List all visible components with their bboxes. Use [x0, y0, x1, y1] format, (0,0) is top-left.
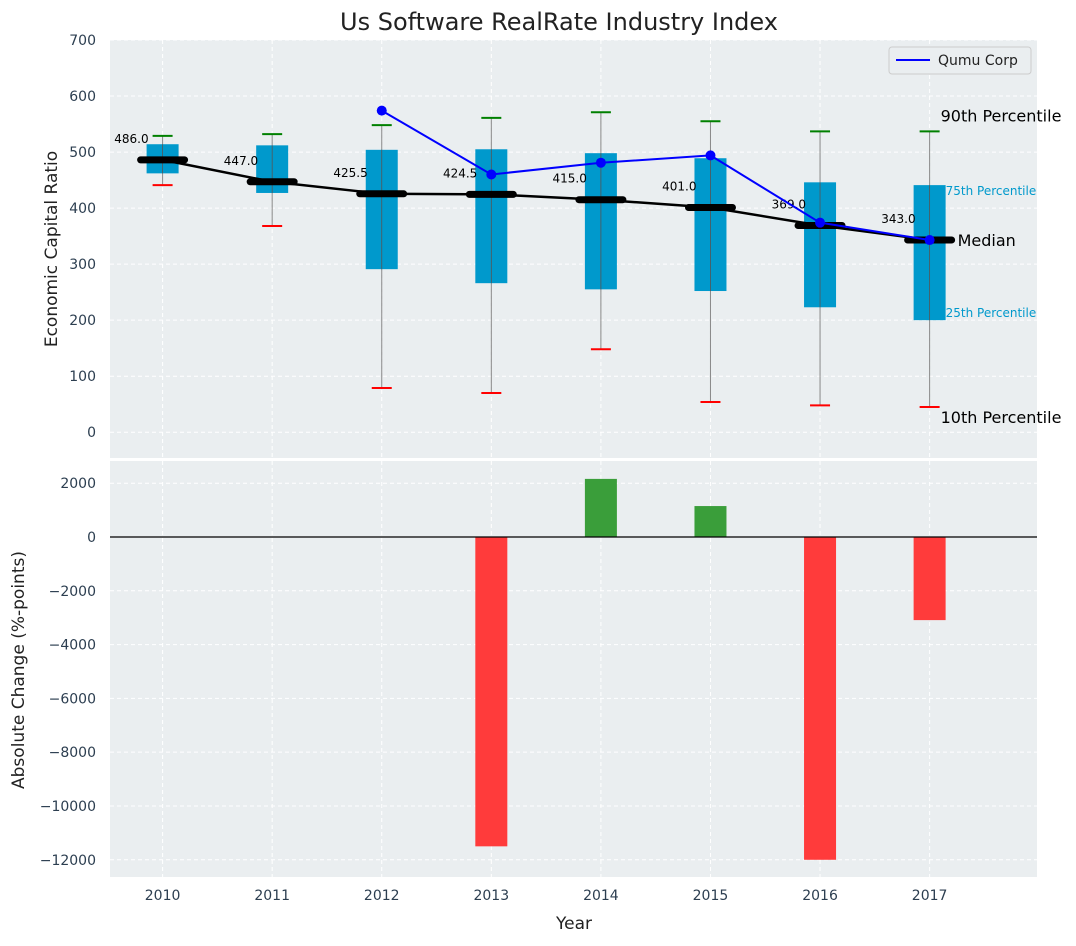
median-label: 415.0 [553, 172, 587, 186]
y-tick-label: −10000 [40, 799, 96, 815]
change-bar [804, 536, 837, 860]
y-tick-label: −6000 [49, 691, 96, 707]
y-tick-label: −12000 [40, 853, 96, 869]
y-tick-label: 0 [87, 425, 96, 441]
x-tick-label: 2015 [693, 888, 729, 904]
top-y-label: Economic Capital Ratio [42, 151, 62, 347]
y-tick-label: 400 [69, 201, 96, 217]
series-point [595, 157, 606, 168]
series-line [381, 109, 930, 242]
legend [888, 46, 1032, 75]
median-label: 424.5 [443, 166, 477, 180]
change-bar [913, 536, 946, 621]
y-tick-label: 700 [69, 33, 96, 49]
x-tick-label: 2017 [912, 888, 948, 904]
y-tick-label: 300 [69, 257, 96, 273]
x-tick-label: 2014 [583, 888, 619, 904]
y-tick-label: −4000 [49, 638, 96, 654]
change-bar [584, 478, 617, 537]
median-label: 486.0 [114, 132, 148, 146]
x-tick-label: 2010 [145, 888, 181, 904]
annotation-median: Median [958, 231, 1016, 250]
y-tick-label: 0 [87, 530, 96, 546]
annotation-p75: 75th Percentile [946, 184, 1037, 198]
median-label: 343.0 [881, 212, 915, 226]
chart-title: Us Software RealRate Industry Index [340, 8, 778, 36]
legend-label: Qumu Corp [938, 53, 1018, 69]
change-bar [694, 506, 727, 537]
x-tick-label: 2012 [364, 888, 400, 904]
x-label: Year [555, 914, 592, 934]
bottom-y-label: Absolute Change (%-points) [9, 551, 29, 789]
y-tick-label: −2000 [49, 584, 96, 600]
y-tick-label: 100 [69, 369, 96, 385]
median-label: 447.0 [224, 154, 258, 168]
annotation-p90: 90th Percentile [941, 106, 1062, 125]
median-label: 401.0 [662, 180, 696, 194]
x-tick-label: 2013 [473, 888, 509, 904]
series-point [705, 150, 716, 161]
y-tick-label: 200 [69, 313, 96, 329]
change-bar [475, 536, 508, 847]
series-point [815, 217, 826, 228]
x-tick-label: 2016 [802, 888, 838, 904]
y-tick-label: 600 [69, 89, 96, 105]
y-tick-label: 2000 [60, 476, 96, 492]
series-point [924, 235, 935, 246]
y-tick-label: 500 [69, 145, 96, 161]
annotation-p25: 25th Percentile [946, 306, 1037, 320]
y-tick-label: −8000 [49, 745, 96, 761]
x-tick-label: 2011 [254, 888, 290, 904]
median-label: 425.5 [333, 166, 367, 180]
annotation-p10: 10th Percentile [941, 408, 1062, 427]
series-point [376, 105, 387, 116]
bottom-plot-area [110, 461, 1037, 877]
top-plot-area [110, 40, 1037, 458]
series-point [486, 169, 497, 180]
